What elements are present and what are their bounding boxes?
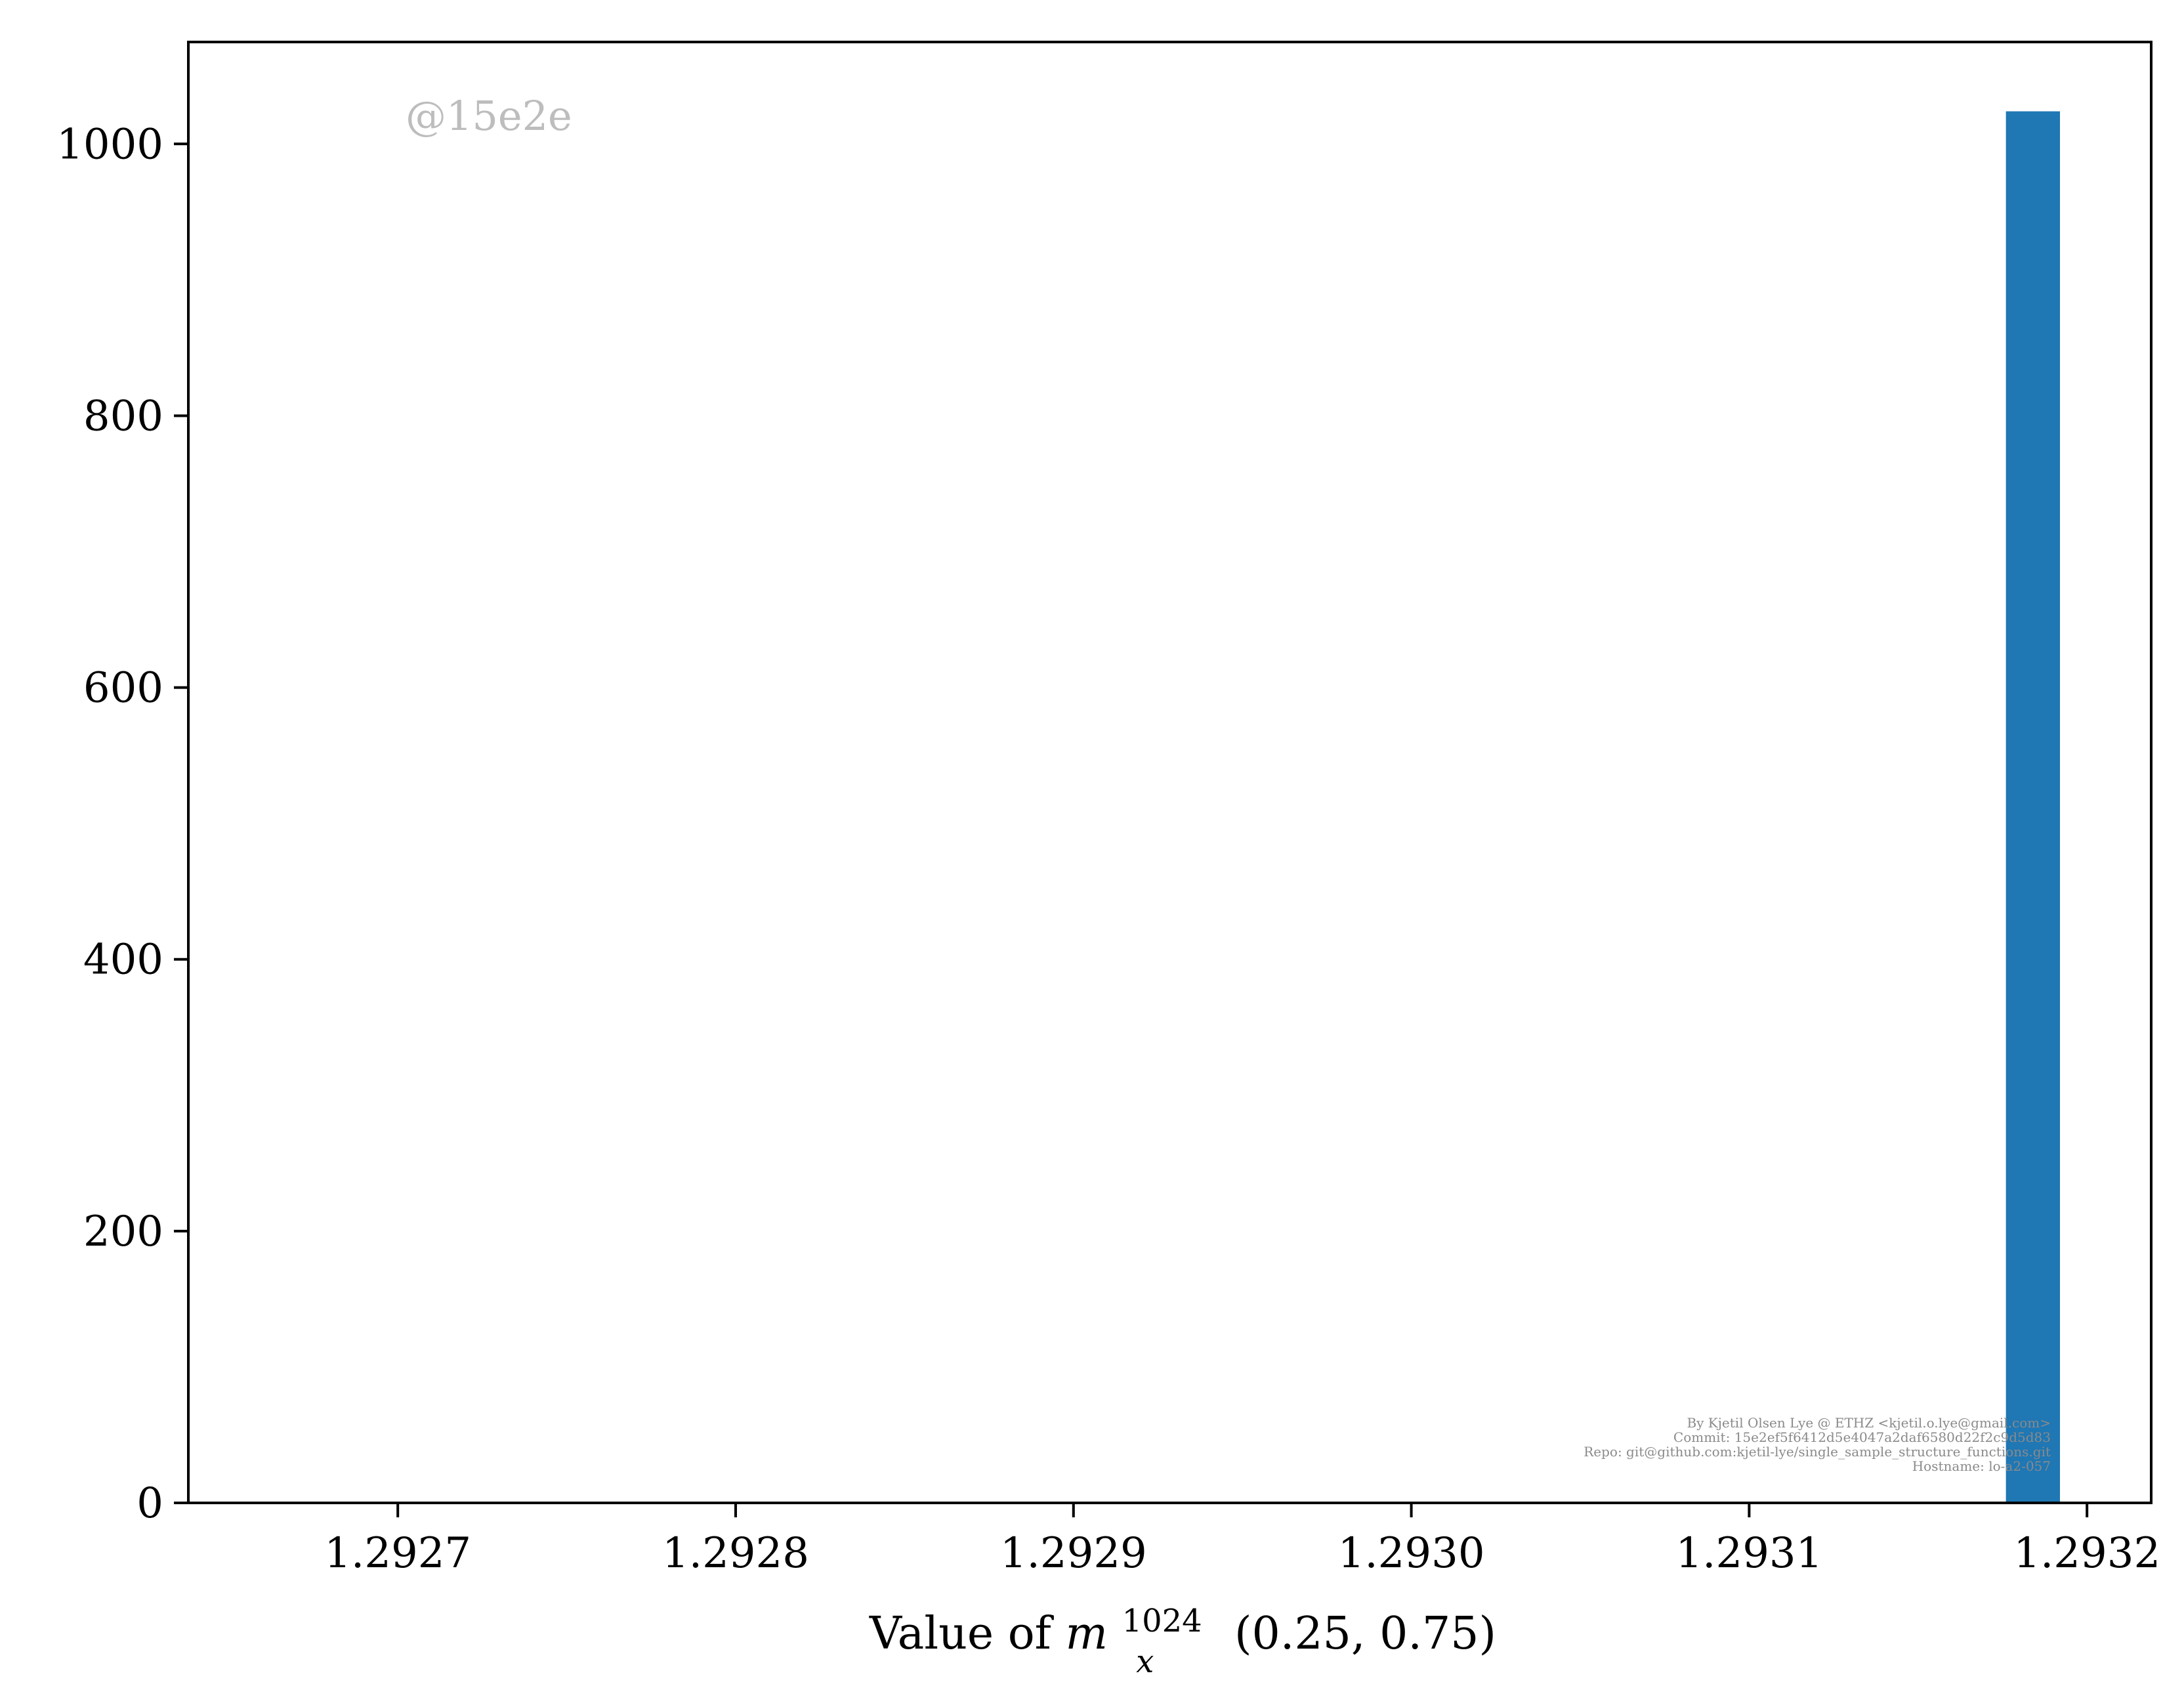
x-tick-label: 1.2929 bbox=[1000, 1529, 1147, 1578]
plot-frame bbox=[187, 41, 2152, 1504]
x-tick-label: 1.2932 bbox=[2013, 1529, 2160, 1578]
x-axis-label-prefix: Value of bbox=[869, 1608, 1066, 1660]
x-axis-label-superscript: 1024 bbox=[1122, 1603, 1202, 1639]
metadata-line: Repo: git@github.com:kjetil-lye/single_s… bbox=[1584, 1444, 2051, 1460]
watermark-label: @15e2e bbox=[406, 92, 572, 140]
y-tick-label: 1000 bbox=[56, 120, 163, 169]
x-axis-ticks: 1.2927 1.2928 1.2929 1.2930 1.2931 1.2932 bbox=[324, 1503, 2160, 1578]
x-tick-label: 1.2928 bbox=[662, 1529, 809, 1578]
x-tick-label: 1.2931 bbox=[1675, 1529, 1822, 1578]
bars-group bbox=[2006, 111, 2061, 1504]
x-axis-label-subscript: x bbox=[1136, 1643, 1154, 1680]
y-axis-ticks: 0 200 400 600 800 1000 bbox=[56, 120, 188, 1528]
y-tick-label: 800 bbox=[83, 392, 163, 440]
x-axis-label-arguments: (0.25, 0.75) bbox=[1234, 1608, 1496, 1660]
y-tick-label: 600 bbox=[83, 664, 163, 713]
x-tick-label: 1.2930 bbox=[1338, 1529, 1485, 1578]
x-tick-label: 1.2927 bbox=[324, 1529, 471, 1578]
y-tick-label: 200 bbox=[83, 1208, 163, 1256]
x-axis-label: Value of m 1024 x (0.25, 0.75) bbox=[869, 1591, 1496, 1683]
metadata-line: Commit: 15e2ef5f6412d5e4047a2daf6580d22f… bbox=[1673, 1429, 2051, 1445]
metadata-block: By Kjetil Olsen Lye @ ETHZ <kjetil.o.lye… bbox=[1584, 1415, 2051, 1474]
x-axis-label-variable: m bbox=[1065, 1608, 1107, 1660]
y-tick-label: 0 bbox=[136, 1479, 163, 1528]
metadata-line: Hostname: lo-a2-057 bbox=[1912, 1458, 2051, 1474]
histogram-bar bbox=[2006, 111, 2061, 1504]
y-tick-label: 400 bbox=[83, 936, 163, 984]
metadata-line: By Kjetil Olsen Lye @ ETHZ <kjetil.o.lye… bbox=[1687, 1415, 2051, 1431]
